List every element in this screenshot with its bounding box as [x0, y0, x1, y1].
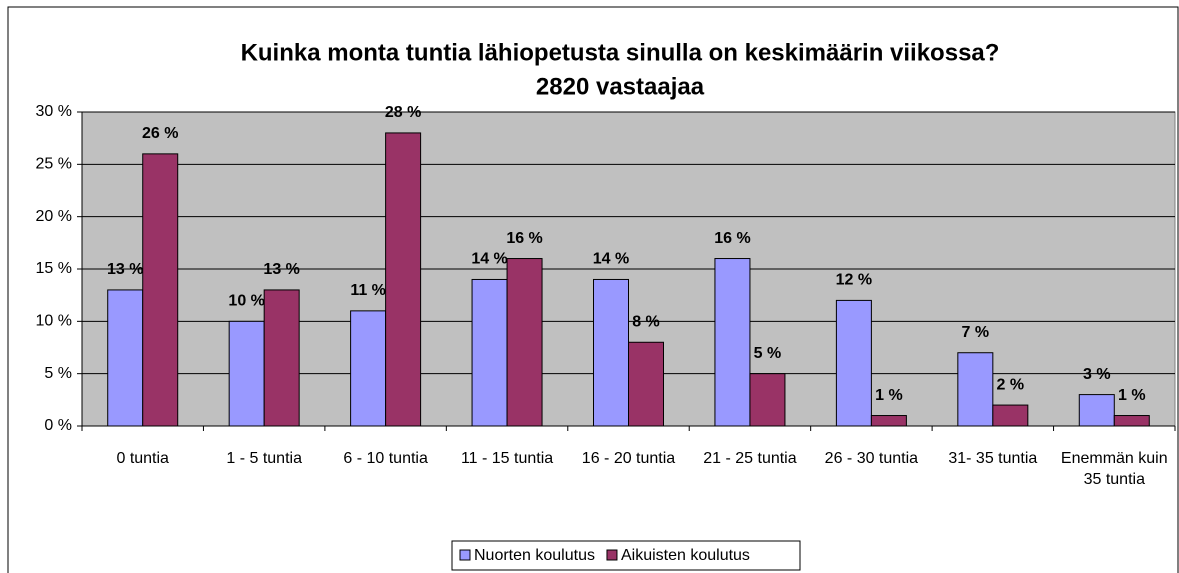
value-label: 8 %	[632, 313, 660, 330]
value-label: 2 %	[997, 376, 1025, 393]
bar	[142, 153, 179, 427]
x-tick-label: Enemmän kuin 35 tuntia	[1061, 450, 1168, 488]
y-tick-label: 5 %	[44, 365, 72, 382]
value-label: 13 %	[107, 261, 143, 278]
y-tick-label: 30 %	[36, 103, 72, 120]
value-label: 16 %	[714, 230, 750, 247]
legend-label: Nuorten koulutus	[474, 547, 595, 564]
bar	[835, 299, 872, 427]
bar	[1113, 415, 1150, 427]
bar	[471, 278, 508, 427]
chart-subtitle: 2820 vastaajaa	[536, 73, 705, 100]
x-tick-label: 16 - 20 tuntia	[582, 450, 676, 467]
bar	[870, 415, 907, 427]
bar	[1078, 394, 1115, 427]
bar	[228, 320, 265, 427]
bar	[350, 310, 387, 427]
value-label: 12 %	[836, 272, 872, 289]
y-tick-label: 10 %	[36, 313, 72, 330]
x-tick-label: 6 - 10 tuntia	[343, 450, 428, 467]
bar	[749, 373, 786, 427]
legend-label: Aikuisten koulutus	[621, 547, 750, 564]
value-label: 1 %	[1118, 387, 1146, 404]
value-label: 14 %	[471, 251, 507, 268]
bar	[957, 352, 994, 427]
y-tick-label: 25 %	[36, 156, 72, 173]
y-tick-label: 20 %	[36, 208, 72, 225]
legend-swatch	[606, 549, 618, 561]
value-label: 10 %	[228, 293, 264, 310]
value-label: 26 %	[142, 125, 178, 142]
value-label: 14 %	[593, 251, 629, 268]
x-tick-label: 26 - 30 tuntia	[825, 450, 919, 467]
value-label: 7 %	[962, 324, 990, 341]
x-tick-label: 21 - 25 tuntia	[703, 450, 797, 467]
legend-box	[451, 540, 801, 571]
bar	[593, 278, 629, 427]
bar	[506, 258, 543, 427]
value-label: 28 %	[385, 104, 421, 121]
y-tick-label: 15 %	[36, 260, 72, 277]
x-tick-label: 0 tuntia	[116, 450, 169, 467]
value-label: 16 %	[506, 230, 542, 247]
bar	[714, 258, 751, 427]
legend: Nuorten koulutus Aikuisten koulutus	[451, 540, 801, 571]
x-tick-label: 1 - 5 tuntia	[226, 450, 302, 467]
x-tick-label: 31- 35 tuntia	[948, 450, 1037, 467]
value-label: 5 %	[754, 345, 782, 362]
y-tick-label: 0 %	[44, 417, 72, 434]
bar	[628, 341, 664, 427]
legend-swatch	[459, 549, 471, 561]
value-label: 11 %	[350, 282, 386, 299]
value-label: 3 %	[1083, 366, 1111, 383]
value-label: 13 %	[263, 261, 299, 278]
bar	[107, 289, 144, 427]
bar	[385, 132, 422, 427]
chart-title: Kuinka monta tuntia lähiopetusta sinulla…	[241, 39, 1000, 66]
value-label: 1 %	[875, 387, 903, 404]
bar	[263, 289, 300, 427]
bar	[992, 404, 1029, 427]
x-tick-label: 11 - 15 tuntia	[461, 450, 553, 467]
